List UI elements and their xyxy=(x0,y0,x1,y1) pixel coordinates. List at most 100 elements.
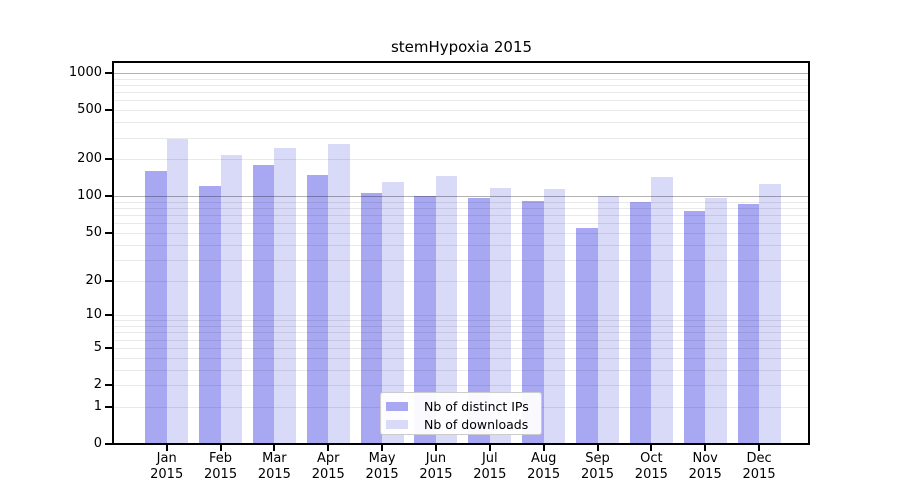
gridline-6 xyxy=(114,340,808,341)
gridline-100 xyxy=(114,196,808,197)
gridline-1000 xyxy=(114,73,808,74)
bar-dec-downloads xyxy=(759,183,781,444)
gridline-50 xyxy=(114,233,808,234)
bar-oct-downloads xyxy=(651,177,673,444)
x-tick-label-may: May 2015 xyxy=(365,451,399,482)
x-tick-label-nov: Nov 2015 xyxy=(688,451,722,482)
gridline-40 xyxy=(114,245,808,246)
y-tick-2 xyxy=(105,384,112,386)
x-tick-label-feb: Feb 2015 xyxy=(204,451,238,482)
gridline-90 xyxy=(114,202,808,203)
legend-swatch-distinct-ips xyxy=(386,401,408,411)
gridline-20 xyxy=(114,281,808,282)
y-tick-label-20: 20 xyxy=(85,272,102,288)
x-tick-label-aug: Aug 2015 xyxy=(527,451,561,482)
y-tick-20 xyxy=(105,279,112,282)
chart-title: stemHypoxia 2015 xyxy=(390,38,533,56)
gridline-30 xyxy=(114,260,808,261)
x-tick-mar xyxy=(273,445,276,451)
y-tick-label-1000: 1000 xyxy=(68,65,102,80)
x-tick-oct xyxy=(650,445,653,451)
gridline-600 xyxy=(114,100,808,101)
x-tick-label-apr: Apr 2015 xyxy=(311,451,345,482)
y-tick-label-100: 100 xyxy=(77,188,102,204)
gridline-70 xyxy=(114,215,808,216)
gridline-7 xyxy=(114,332,808,333)
legend-swatch-downloads xyxy=(386,419,408,429)
bar-jul-distinct-ips xyxy=(468,197,490,444)
x-tick-label-jan: Jan 2015 xyxy=(150,451,184,482)
x-tick-dec xyxy=(758,445,761,451)
x-tick-label-jul: Jul 2015 xyxy=(473,451,507,482)
y-tick-50 xyxy=(105,231,112,234)
y-tick-100 xyxy=(105,195,112,198)
bar-nov-downloads xyxy=(705,197,727,444)
x-tick-sep xyxy=(596,445,599,451)
gridline-800 xyxy=(114,85,808,86)
y-tick-0 xyxy=(105,443,112,445)
bar-feb-distinct-ips xyxy=(199,185,221,444)
y-tick-1 xyxy=(105,405,112,408)
bar-aug-downloads xyxy=(543,189,566,444)
bar-jun-downloads xyxy=(435,176,458,444)
bar-feb-downloads xyxy=(220,155,243,444)
gridline-80 xyxy=(114,208,808,209)
y-tick-label-500: 500 xyxy=(77,102,102,118)
x-tick-label-dec: Dec 2015 xyxy=(742,451,776,482)
bar-may-distinct-ips xyxy=(360,192,383,444)
gridline-500 xyxy=(114,110,808,111)
x-tick-feb xyxy=(219,445,222,451)
y-tick-10 xyxy=(105,314,112,317)
bar-dec-distinct-ips xyxy=(737,204,760,444)
x-tick-label-oct: Oct 2015 xyxy=(634,451,668,482)
bar-apr-downloads xyxy=(328,144,350,444)
y-tick-5 xyxy=(105,346,112,349)
gridline-10 xyxy=(114,315,808,316)
gridline-2 xyxy=(114,385,808,386)
legend-item-downloads: Nb of downloads xyxy=(386,415,533,433)
bar-jun-distinct-ips xyxy=(414,195,436,444)
x-tick-label-sep: Sep 2015 xyxy=(580,451,615,482)
bar-aug-distinct-ips xyxy=(522,200,544,444)
y-tick-label-0: 0 xyxy=(93,436,102,451)
axis-spine-top xyxy=(112,61,810,63)
bar-apr-distinct-ips xyxy=(306,174,329,444)
y-tick-500 xyxy=(105,109,112,112)
gridline-300 xyxy=(114,138,808,139)
y-tick-1000 xyxy=(105,72,112,74)
bar-mar-distinct-ips xyxy=(252,165,275,444)
y-tick-label-200: 200 xyxy=(77,151,102,167)
x-tick-label-jun: Jun 2015 xyxy=(419,451,453,482)
axis-spine-right xyxy=(808,61,810,445)
x-tick-jul xyxy=(488,445,491,451)
bar-jan-downloads xyxy=(166,139,189,444)
y-tick-label-2: 2 xyxy=(93,377,102,392)
axis-spine-left xyxy=(112,61,114,445)
bar-may-downloads xyxy=(382,182,404,444)
legend-label-downloads: Nb of downloads xyxy=(424,416,529,432)
gridline-4 xyxy=(114,358,808,359)
gridline-900 xyxy=(114,79,808,80)
y-tick-label-5: 5 xyxy=(93,339,102,355)
legend: Nb of distinct IPs Nb of downloads xyxy=(380,392,542,435)
x-tick-label-mar: Mar 2015 xyxy=(257,451,291,482)
x-tick-jan xyxy=(165,445,168,451)
x-tick-may xyxy=(381,445,384,451)
x-tick-nov xyxy=(704,445,707,451)
bar-sep-downloads xyxy=(597,196,619,444)
bar-oct-distinct-ips xyxy=(629,201,652,444)
legend-item-distinct-ips: Nb of distinct IPs xyxy=(386,397,533,415)
x-tick-aug xyxy=(542,445,545,451)
x-tick-jun xyxy=(434,445,437,451)
bar-mar-downloads xyxy=(274,148,296,444)
gridline-700 xyxy=(114,92,808,93)
bar-jan-distinct-ips xyxy=(145,171,167,444)
x-tick-apr xyxy=(327,445,330,451)
axis-spine-bottom xyxy=(112,443,810,445)
gridline-3 xyxy=(114,370,808,371)
gridline-8 xyxy=(114,326,808,327)
legend-label-distinct-ips: Nb of distinct IPs xyxy=(424,398,529,414)
gridline-9 xyxy=(114,320,808,321)
bar-jul-downloads xyxy=(489,187,512,444)
